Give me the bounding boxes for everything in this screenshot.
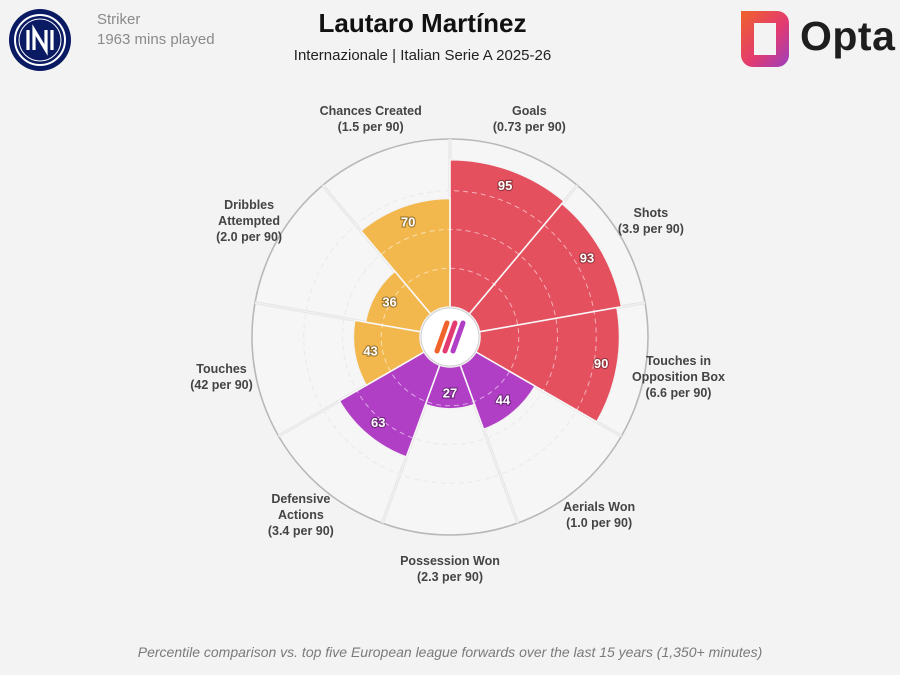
- grid-ring-overlay: [303, 190, 597, 484]
- page-subtitle: Internazionale | Italian Serie A 2025-26: [293, 47, 552, 64]
- footnote: Percentile comparison vs. top five Europ…: [137, 644, 763, 660]
- category-per90: (1.0 per 90): [566, 515, 633, 530]
- player-info: Striker 1963 mins played: [97, 10, 215, 50]
- grid-ring-overlay: [342, 229, 558, 445]
- bar-possession: [352, 319, 426, 387]
- category-per90: (1.5 per 90): [337, 119, 404, 134]
- opta-logo-icon: [741, 11, 789, 67]
- category-label: Touches in Opposition Box (6.6 per 90): [583, 353, 773, 401]
- category-label: Possession Won (2.3 per 90): [355, 553, 545, 585]
- spoke-overlay: [254, 301, 421, 333]
- category-label: Touches (42 per 90): [127, 361, 317, 393]
- category-name: Chances Created: [319, 103, 422, 118]
- page-title: Lautaro Martínez: [318, 8, 527, 38]
- brand-name: Opta: [800, 13, 896, 59]
- category-name: Goals: [511, 103, 547, 118]
- spoke-overlay: [278, 351, 425, 437]
- bar-defending: [459, 350, 537, 431]
- category-name: Touches: [196, 362, 247, 377]
- grid-ring-overlay: [380, 267, 520, 407]
- category-name: Opposition Box: [631, 370, 725, 385]
- value-label: 70: [401, 214, 415, 229]
- category-per90: (3.4 per 90): [267, 523, 334, 538]
- spoke-overlay: [479, 301, 646, 333]
- club-crest-icon: [9, 9, 71, 71]
- category-label: Goals (0.73 per 90): [434, 103, 624, 135]
- value-label: 27: [443, 385, 457, 400]
- value-label: 63: [371, 415, 385, 430]
- bar-defending: [338, 350, 441, 458]
- category-per90: (6.6 per 90): [645, 386, 712, 401]
- spoke-overlay: [322, 184, 432, 315]
- category-name: Shots: [633, 206, 669, 220]
- bar-possession: [359, 197, 451, 316]
- bar-attacking: [449, 158, 565, 316]
- value-label: 93: [580, 250, 594, 265]
- category-name: Touches in: [645, 354, 711, 369]
- category-label: Aerials Won (1.0 per 90): [504, 499, 694, 531]
- category-label: Defensive Actions (3.4 per 90): [206, 491, 396, 539]
- bar-attacking: [474, 306, 621, 423]
- spoke-overlay: [468, 184, 578, 315]
- category-per90: (42 per 90): [190, 378, 253, 393]
- player-position: Striker: [97, 11, 141, 28]
- spoke-overlay: [459, 364, 519, 524]
- category-name: Defensive: [271, 491, 331, 506]
- category-name: Aerials Won: [563, 499, 636, 514]
- value-label: 95: [498, 178, 512, 193]
- minutes-played: 1963 mins played: [97, 31, 215, 48]
- category-label: Shots (3.9 per 90): [556, 205, 746, 237]
- category-per90: (3.9 per 90): [617, 222, 684, 236]
- category-label: Dribbles Attempted (2.0 per 90): [154, 197, 344, 245]
- value-label: 43: [363, 344, 377, 359]
- category-name: Dribbles: [224, 198, 275, 212]
- category-name: Possession Won: [400, 554, 500, 568]
- category-name: Actions: [277, 507, 324, 522]
- category-label: Chances Created (1.5 per 90): [276, 103, 466, 135]
- category-per90: (2.3 per 90): [416, 570, 483, 584]
- spoke-overlay: [475, 351, 622, 437]
- category-per90: (2.0 per 90): [216, 230, 283, 244]
- centre-logo-icon: [434, 320, 466, 354]
- value-label: 90: [594, 356, 608, 371]
- value-label: 44: [496, 392, 511, 407]
- category-name: Attempted: [218, 214, 280, 228]
- value-label: 36: [382, 295, 396, 310]
- spoke-overlay: [381, 364, 441, 524]
- category-per90: (0.73 per 90): [492, 119, 566, 134]
